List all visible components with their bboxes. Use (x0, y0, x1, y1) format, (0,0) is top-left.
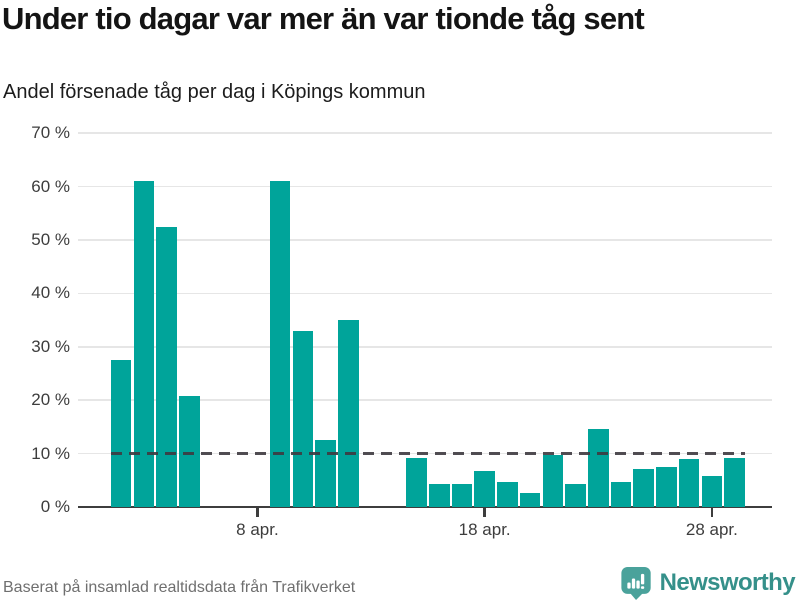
bar-29apr (724, 457, 745, 507)
x-axis-tick-8 (256, 508, 259, 517)
y-axis-label-30: 30 % (31, 336, 70, 356)
bar-21apr (542, 455, 564, 507)
bar-16apr (428, 483, 450, 507)
bar-12apr (338, 320, 359, 507)
gridline-20 (78, 399, 772, 401)
bar-27apr (678, 459, 700, 507)
bar-23apr (587, 428, 609, 507)
bar-22apr (565, 483, 586, 507)
x-axis-tick-18 (483, 508, 486, 517)
x-axis-line (78, 505, 772, 509)
bar-18apr (474, 471, 495, 507)
gridline-70 (78, 132, 772, 134)
y-axis-label-10: 10 % (31, 443, 70, 463)
bar-10apr (292, 330, 314, 507)
bar-15apr (406, 457, 427, 507)
gridline-50 (78, 239, 772, 241)
newsworthy-logo-icon (621, 566, 651, 600)
y-axis-label-60: 60 % (31, 176, 70, 196)
bar-4apr (156, 226, 177, 507)
bar-28apr (701, 476, 723, 507)
bar-2apr (110, 360, 132, 507)
y-axis-label-0: 0 % (40, 497, 70, 516)
x-axis-label-28: 28 apr. (685, 520, 738, 539)
y-axis-label-40: 40 % (31, 283, 70, 303)
chart-subtitle: Andel försenade tåg per dag i Köpings ko… (3, 81, 426, 103)
gridline-40 (78, 292, 772, 295)
bar-19apr (497, 482, 518, 507)
bar-26apr (656, 467, 677, 507)
gridline-30 (78, 346, 772, 348)
newsworthy-logo: Newsworthy (620, 566, 796, 600)
y-axis-label-20: 20 % (31, 390, 70, 410)
gridline-60 (78, 185, 772, 188)
x-axis-label-18: 18 apr. (458, 520, 511, 539)
x-axis-tick-28 (710, 508, 714, 517)
bar-24apr (610, 482, 632, 507)
bar-20apr (519, 492, 541, 507)
bar-5apr (179, 396, 200, 507)
bar-3apr (133, 181, 155, 507)
x-axis-label-8: 8 apr. (236, 520, 279, 539)
y-axis-label-70: 70 % (31, 123, 70, 143)
newsworthy-logo-text: Newsworthy (659, 569, 796, 596)
bar-25apr (633, 469, 654, 507)
bar-11apr (315, 440, 336, 507)
reference-line-10-percent (110, 452, 745, 456)
source-note: Baserat på insamlad realtidsdata från Tr… (3, 579, 356, 596)
bar-17apr (451, 483, 473, 507)
chart-title: Under tio dagar var mer än var tionde tå… (2, 1, 645, 36)
y-axis-label-50: 50 % (31, 230, 70, 249)
bar-9apr (269, 181, 291, 507)
